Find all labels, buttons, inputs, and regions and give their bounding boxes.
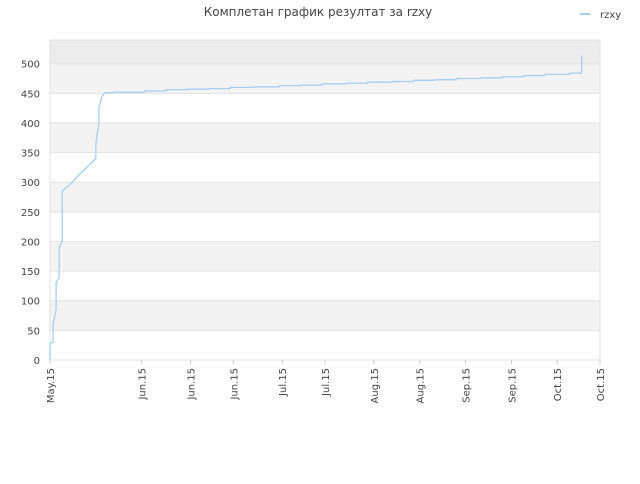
series-lines	[49, 55, 583, 360]
y-tick-label: 450	[21, 89, 40, 100]
x-tick-label: Sep.15	[462, 368, 473, 403]
y-tick-label: 100	[21, 297, 40, 308]
y-axis: 0 50 100 150 200 250 300 350 400 450 500	[21, 60, 40, 367]
x-tick-label: May.15	[46, 368, 57, 403]
x-axis: May.15 Jun.15 Jun.15 Jun.15 Jul.15 Jul.15 Aug.…	[46, 360, 607, 403]
x-tick-label: Aug.15	[416, 368, 427, 403]
plot-band	[50, 300, 600, 331]
y-tick-label: 250	[21, 208, 40, 219]
chart-title: Комплетан график резултат за rzxy	[204, 5, 433, 19]
y-tick-label: 200	[21, 237, 40, 248]
plot-band	[50, 122, 600, 153]
legend: rzxy	[580, 10, 621, 21]
plot-band	[50, 211, 600, 242]
series-line-rzxy	[49, 55, 583, 360]
plot-band	[50, 93, 600, 123]
y-tick-label: 50	[27, 326, 40, 337]
plot-band	[50, 40, 600, 64]
plot-band	[50, 330, 600, 360]
plot-band	[50, 63, 600, 94]
y-tick-label: 0	[34, 356, 40, 367]
x-tick-label: Jun.15	[229, 368, 240, 401]
plot-band	[50, 271, 600, 301]
plot-bands	[50, 40, 600, 360]
x-tick-label: Jun.15	[138, 368, 149, 401]
y-tick-label: 150	[21, 267, 40, 278]
plot-band	[50, 241, 600, 272]
plot-band	[50, 152, 600, 183]
legend-label: rzxy	[600, 10, 621, 21]
x-tick-label: Jul.15	[321, 368, 332, 397]
y-tick-label: 500	[21, 60, 40, 71]
x-tick-label: Aug.15	[370, 368, 381, 403]
x-tick-label: Jul.15	[278, 368, 289, 397]
y-tick-label: 400	[21, 119, 40, 130]
x-tick-label: Jun.15	[187, 368, 198, 401]
x-tick-label: Oct.15	[553, 368, 564, 401]
x-tick-label: Sep.15	[507, 368, 518, 403]
y-tick-label: 350	[21, 149, 40, 160]
x-tick-label: Oct.15	[596, 368, 607, 401]
plot-band	[50, 182, 600, 212]
y-tick-label: 300	[21, 178, 40, 189]
